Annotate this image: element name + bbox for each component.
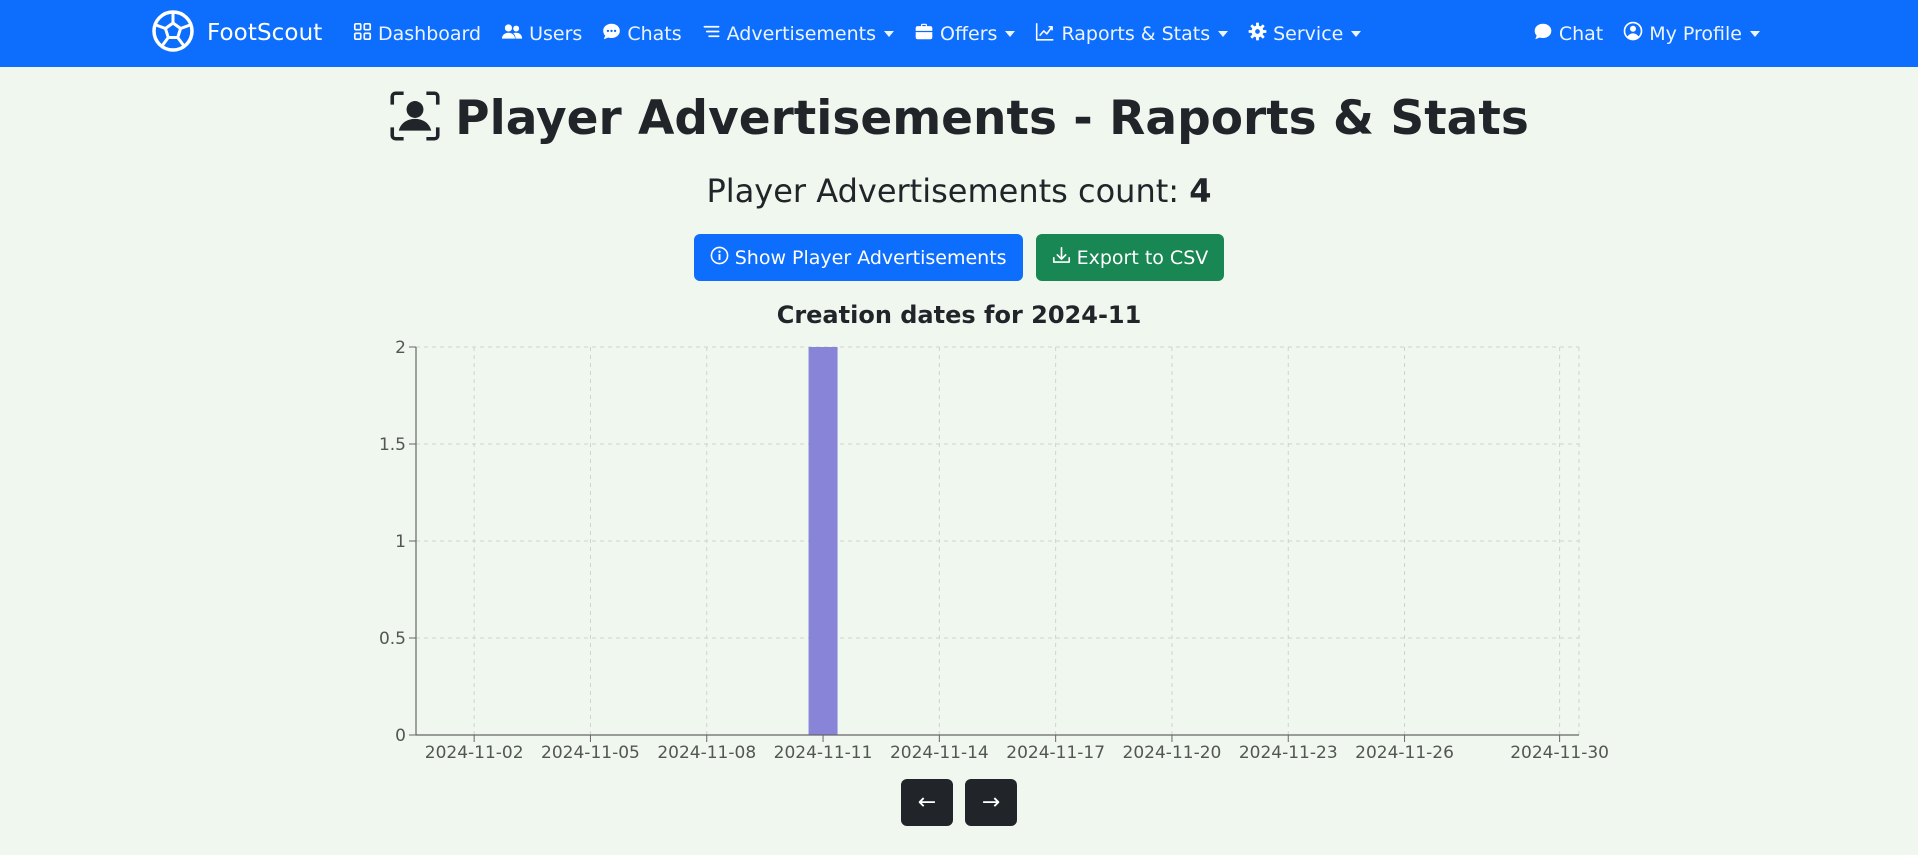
export-csv-button[interactable]: Export to CSV (1035, 234, 1225, 281)
x-tick-label: 2024-11-02 (425, 743, 524, 763)
next-month-button[interactable]: → (965, 779, 1017, 826)
chat-icon (1533, 22, 1553, 46)
nav-dashboard-label: Dashboard (378, 22, 482, 45)
nav-offers-label: Offers (940, 22, 998, 45)
y-tick-label: 2 (395, 338, 406, 358)
people-icon (501, 22, 523, 46)
nav-chat[interactable]: Chat (1533, 22, 1603, 46)
x-tick-label: 2024-11-26 (1355, 743, 1454, 763)
brand-link[interactable]: FootScout (151, 9, 322, 57)
page-title: Player Advertisements - Raports & Stats (455, 90, 1529, 146)
gear-icon (1248, 22, 1267, 46)
top-navbar: FootScout Dashboard Users Chats Advertis… (0, 0, 1918, 67)
month-pager: ← → (0, 779, 1918, 826)
chat-dots-icon (602, 22, 621, 46)
x-tick-label: 2024-11-20 (1123, 743, 1222, 763)
previous-month-button[interactable]: ← (901, 779, 953, 826)
user-nav: Chat My Profile (1533, 0, 1760, 67)
briefcase-icon (914, 22, 934, 46)
show-player-advertisements-button[interactable]: Show Player Advertisements (693, 234, 1023, 281)
show-button-label: Show Player Advertisements (734, 246, 1007, 269)
action-buttons: Show Player Advertisements Export to CSV (0, 234, 1918, 281)
grid-icon (353, 22, 372, 46)
nav-my-profile-dropdown[interactable]: My Profile (1623, 21, 1760, 46)
nav-users[interactable]: Users (501, 22, 582, 46)
caret-down-icon (1750, 30, 1760, 37)
soccer-ball-icon (151, 9, 195, 57)
nav-chat-label: Chat (1558, 22, 1604, 45)
nav-chats-label: Chats (627, 22, 682, 45)
graph-up-icon (1035, 22, 1055, 46)
x-tick-label: 2024-11-14 (890, 743, 989, 763)
nav-users-label: Users (529, 22, 583, 45)
x-tick-label: 2024-11-17 (1006, 743, 1105, 763)
count-value: 4 (1189, 172, 1212, 210)
person-circle-icon (1623, 21, 1643, 46)
nav-raports-stats-label: Raports & Stats (1061, 22, 1211, 45)
page-header: Player Advertisements - Raports & Stats (0, 90, 1918, 146)
export-button-label: Export to CSV (1076, 246, 1209, 269)
x-tick-label: 2024-11-08 (657, 743, 756, 763)
y-tick-label: 1 (395, 532, 406, 552)
x-tick-label: 2024-11-23 (1239, 743, 1338, 763)
person-bounding-box-icon (389, 90, 441, 146)
nav-service-dropdown[interactable]: Service (1248, 22, 1362, 46)
y-tick-label: 0.5 (379, 629, 406, 649)
nav-dashboard[interactable]: Dashboard (353, 22, 481, 46)
caret-down-icon (884, 30, 894, 37)
y-tick-label: 0 (395, 726, 406, 746)
nav-my-profile-label: My Profile (1649, 22, 1742, 45)
x-tick-label: 2024-11-30 (1510, 743, 1609, 763)
nav-advertisements-dropdown[interactable]: Advertisements (702, 22, 894, 46)
info-circle-icon (710, 246, 729, 270)
caret-down-icon (1218, 30, 1229, 37)
nav-offers-dropdown[interactable]: Offers (914, 22, 1016, 46)
main-nav: Dashboard Users Chats Advertisements (353, 0, 1362, 67)
y-tick-label: 1.5 (379, 435, 406, 455)
chart-title: Creation dates for 2024-11 (776, 301, 1142, 329)
nav-service-label: Service (1273, 22, 1344, 45)
nav-chats[interactable]: Chats (602, 22, 682, 46)
bar (808, 347, 838, 735)
nav-raports-stats-dropdown[interactable]: Raports & Stats (1035, 22, 1229, 46)
advertisements-count: Player Advertisements count: 4 (0, 172, 1918, 210)
caret-down-icon (1351, 30, 1362, 37)
text-lines-icon (702, 22, 721, 46)
x-tick-label: 2024-11-11 (774, 743, 873, 763)
nav-advertisements-label: Advertisements (726, 22, 876, 45)
count-label: Player Advertisements count: (706, 172, 1180, 210)
caret-down-icon (1005, 30, 1016, 37)
download-icon (1052, 246, 1071, 270)
x-tick-label: 2024-11-05 (541, 743, 640, 763)
brand-name: FootScout (207, 20, 323, 46)
